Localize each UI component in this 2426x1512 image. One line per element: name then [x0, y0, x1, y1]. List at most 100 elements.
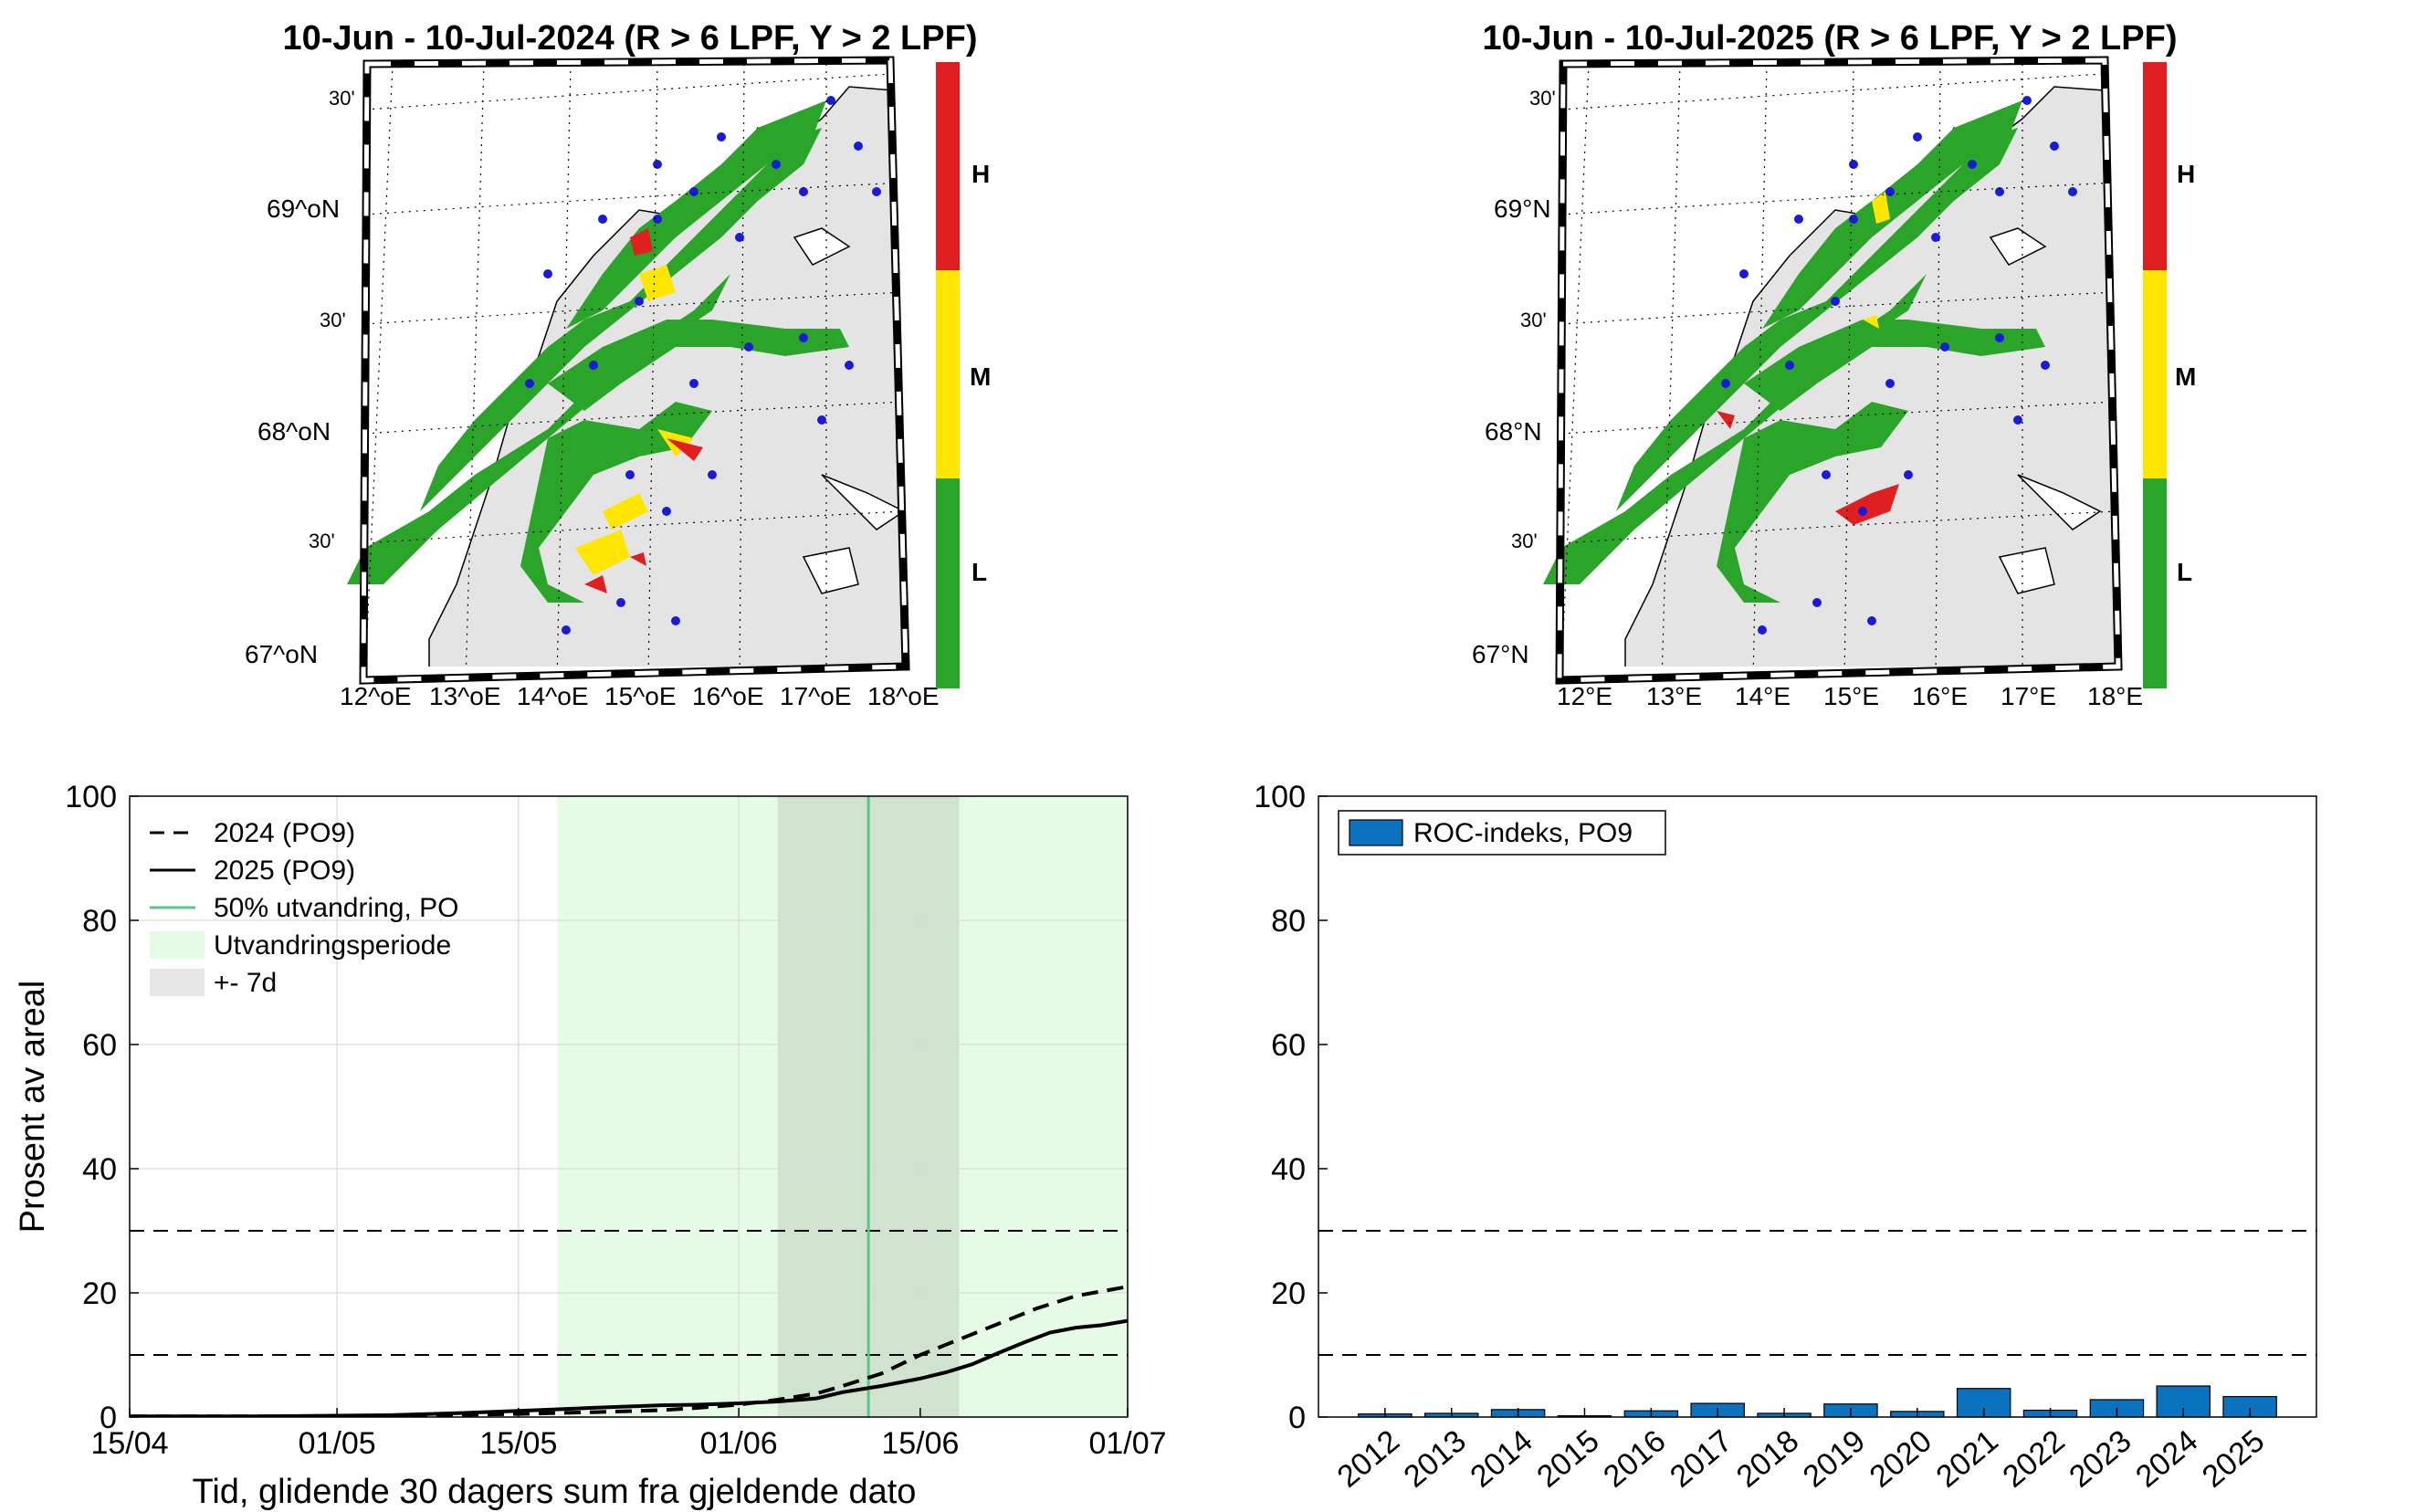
y-tick-label: 80: [82, 904, 117, 939]
station-dots-2024: [525, 96, 881, 635]
map-frame-2025: [1555, 56, 2123, 685]
bar-chart-ticks: 0 20 40 60 80 100 2012201320142015201620172018…: [1254, 780, 2271, 1495]
lon-label: 16^oE: [692, 682, 764, 710]
x-tick-label: 01/05: [299, 1426, 376, 1461]
colorbar-label-low: L: [2177, 558, 2192, 586]
bar-chart-legend: ROC-indeks, PO9: [1338, 810, 1666, 856]
lon-label: 12^oE: [340, 682, 412, 710]
x-tick-label: 2017: [1664, 1423, 1738, 1495]
legend-label-window: +- 7d: [214, 968, 277, 998]
lat-label-69: 69°N: [1494, 194, 1551, 223]
graticule-2024: [364, 63, 905, 680]
zone-red-2024: [584, 228, 703, 593]
line-chart-reference-lines: [130, 796, 1128, 1417]
colorbar-label-medium: M: [2175, 362, 2196, 391]
y-tick-label: 80: [1271, 904, 1306, 939]
lon-labels-2024: 12^oE 13^oE 14^oE 15^oE 16^oE 17^oE 18^o…: [340, 682, 940, 710]
zone-green-2024: [347, 100, 849, 603]
y-tick-label: 0: [100, 1401, 117, 1435]
lon-label: 17^oE: [780, 682, 852, 710]
zone-yellow-2025: [1863, 192, 1890, 329]
line-chart-ticks: 0 20 40 60 80 100 15/04 01/05 15/05 01/06 15/06 01/…: [65, 780, 1166, 1461]
legend-swatch-window: [150, 969, 205, 996]
lon-label: 17°E: [2001, 682, 2056, 710]
lon-label: 18^oE: [867, 682, 940, 710]
x-tick-label: 2016: [1597, 1423, 1672, 1495]
y-tick-label: 0: [1288, 1401, 1306, 1435]
x-tick-label: 01/06: [700, 1426, 778, 1461]
colorbar-medium: [2143, 270, 2167, 478]
map-title-2024: 10-Jun - 10-Jul-2024 (R > 6 LPF, Y > 2 L…: [283, 19, 978, 58]
bar-chart-axes-box: [1318, 795, 2317, 1418]
x-tick-label: 15/04: [90, 1426, 168, 1461]
bar-legend-swatch: [1349, 819, 1403, 846]
lon-label: 13°E: [1646, 682, 1702, 710]
series-line-2025: [130, 1318, 1128, 1417]
colorbar-label-high: H: [971, 160, 990, 188]
map-panel-2024: 10-Jun - 10-Jul-2024 (R > 6 LPF, Y > 2 L…: [245, 19, 991, 710]
colorbar-2024: H M L: [936, 62, 991, 688]
lon-labels-2025: 12°E 13°E 14°E 15°E 16°E 17°E 18°E: [1557, 682, 2143, 710]
y-tick-label: 60: [82, 1028, 117, 1063]
colorbar-label-low: L: [971, 558, 987, 586]
map-title-2025: 10-Jun - 10-Jul-2025 (R > 6 LPF, Y > 2 L…: [1483, 19, 2178, 58]
y-tick-label: 100: [65, 780, 117, 814]
y-tick-label: 100: [1254, 780, 1306, 814]
lon-label: 12°E: [1557, 682, 1612, 710]
x-tick-label: 2022: [1996, 1423, 2071, 1495]
legend-label-2024: 2024 (PO9): [214, 818, 355, 848]
graticule-2025: [1560, 63, 2116, 680]
line-chart: 0 20 40 60 80 100 15/04 01/05 15/05 01/06 15/06 01/…: [14, 780, 1167, 1511]
lon-label: 14^oE: [517, 682, 589, 710]
x-tick-label: 2019: [1797, 1423, 1872, 1495]
lon-label: 13^oE: [429, 682, 501, 710]
bar-legend-label: ROC-indeks, PO9: [1413, 818, 1633, 848]
x-tick-label: 2012: [1331, 1423, 1406, 1495]
lat-minute-label: 30': [1511, 530, 1538, 552]
lat-minute-label: 30': [1520, 309, 1547, 331]
lon-label: 16°E: [1912, 682, 1968, 710]
x-tick-label: 2015: [1530, 1423, 1605, 1495]
lat-label-68: 68°N: [1485, 417, 1542, 446]
bar-chart-reference-lines: [1318, 1230, 2316, 1356]
lat-label-67: 67°N: [1472, 640, 1529, 668]
map-body-2024: [347, 63, 906, 680]
colorbar-high: [2143, 62, 2167, 270]
lon-label: 18°E: [2087, 682, 2143, 710]
y-tick-label: 60: [1271, 1028, 1306, 1063]
lat-minute-label: 30': [1529, 87, 1556, 110]
bar-chart-bars: [1358, 1385, 2277, 1418]
x-tick-label: 2021: [1929, 1423, 2004, 1495]
lat-label-69: 69^oN: [267, 194, 340, 223]
y-tick-label: 40: [82, 1152, 117, 1187]
line-chart-background: [557, 796, 1128, 1417]
lon-label: 15^oE: [604, 682, 677, 710]
line-chart-xlabel: Tid, glidende 30 dagers sum fra gjeldend…: [193, 1473, 917, 1511]
lat-minute-label: 30': [309, 530, 335, 552]
zone-yellow-2024: [575, 265, 694, 575]
line-chart-ylabel: Prosent av areal: [14, 981, 52, 1234]
lon-label: 15°E: [1823, 682, 1879, 710]
station-dots-2025: [1721, 96, 2077, 635]
line-chart-series: [130, 1285, 1128, 1417]
colorbar-medium: [936, 270, 960, 478]
legend-label-2025: 2025 (PO9): [214, 856, 355, 886]
x-tick-label: 2025: [2196, 1423, 2271, 1495]
lon-label: 14°E: [1735, 682, 1791, 710]
x-tick-label: 2020: [1864, 1423, 1938, 1495]
map-body-2025: [1543, 63, 2116, 680]
line-chart-legend: 2024 (PO9) 2025 (PO9) 50% utvandring, PO…: [150, 818, 459, 998]
zone-green-2025: [1543, 100, 2045, 603]
y-tick-label: 40: [1271, 1152, 1306, 1187]
zone-red-2025: [1717, 411, 1899, 525]
x-tick-label: 15/06: [881, 1426, 959, 1461]
lat-label-68: 68^oN: [257, 417, 331, 446]
line-chart-axes-box: [129, 795, 1129, 1418]
map-frame-2024: [359, 56, 910, 685]
colorbar-low: [936, 478, 960, 688]
y-tick-label: 20: [1271, 1276, 1306, 1311]
legend-label-50pct: 50% utvandring, PO: [214, 893, 459, 923]
map-panel-2025: 10-Jun - 10-Jul-2025 (R > 6 LPF, Y > 2 L…: [1472, 19, 2196, 710]
legend-label-period: Utvandringsperiode: [214, 930, 451, 961]
